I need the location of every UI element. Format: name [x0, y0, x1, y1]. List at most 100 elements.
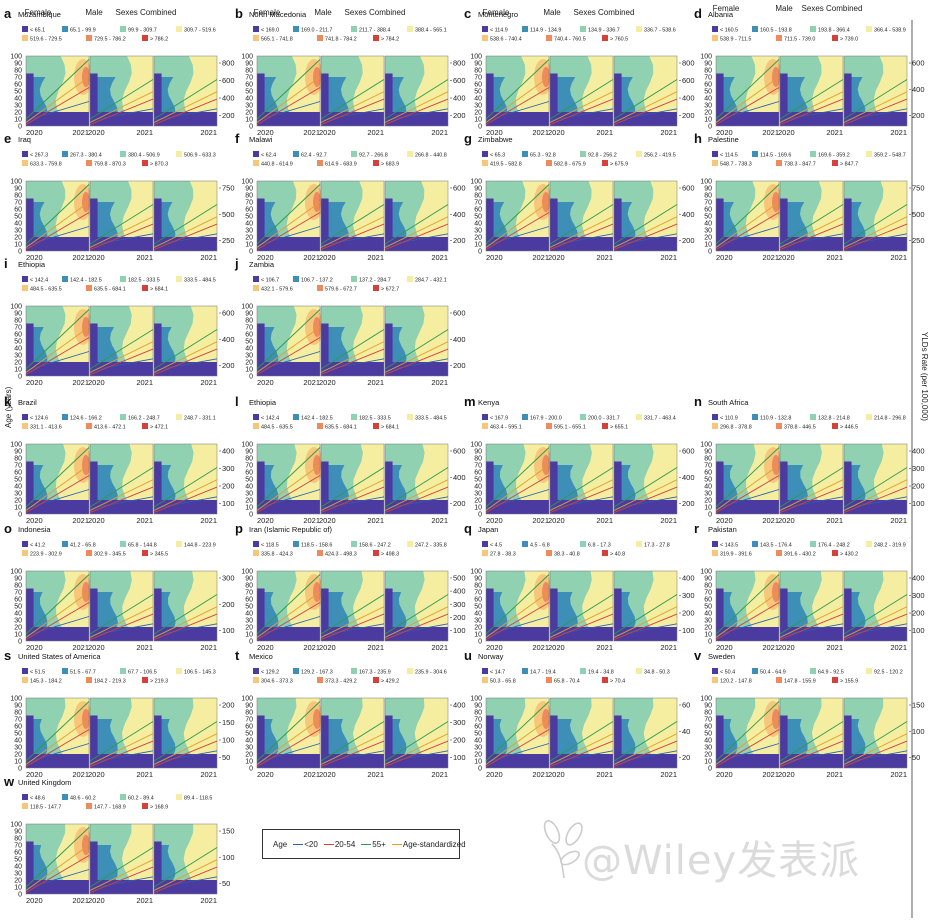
heatmap-frame — [25, 180, 90, 252]
break-label: 41.2 - 65.8 — [70, 543, 96, 549]
y-tick-label: 30 — [704, 228, 712, 235]
trend-line-20-54 — [613, 223, 678, 251]
heat-band-lowest — [321, 323, 329, 362]
trend-line--20 — [320, 108, 385, 121]
heat-band-lowest — [385, 588, 393, 627]
break-label: 366.4 - 538.9 — [874, 28, 906, 34]
y-tick-label: 80 — [245, 710, 253, 717]
trend-line-age-standardized — [256, 326, 321, 373]
y-tick-label: 10 — [704, 632, 712, 639]
break-swatch — [482, 677, 488, 683]
y-tick-label: 60 — [704, 724, 712, 731]
trend-line-age-standardized — [549, 606, 614, 638]
heat-band-lowest — [321, 237, 384, 251]
chart-panels: a Mozambique < 65.1 65.1 - 99.9 99.9 - 309.7… — [3, 6, 925, 905]
break-label: < 142.4 — [30, 278, 48, 284]
trend-line-age-standardized — [384, 606, 449, 638]
break-swatch — [142, 803, 148, 809]
trend-line--20 — [715, 743, 780, 763]
break-label: 759.8 - 870.3 — [94, 162, 126, 168]
break-label: 60.2 - 89.4 — [128, 796, 154, 802]
break-swatch — [580, 26, 586, 32]
break-swatch — [253, 677, 259, 683]
trend-line-55- — [320, 467, 385, 508]
right-tick-label: 600 — [682, 76, 695, 85]
trend-line-age-standardized — [549, 733, 614, 765]
trend-line-20-54 — [549, 486, 614, 514]
y-tick-label: 30 — [474, 103, 482, 110]
y-tick-label: 20 — [245, 625, 253, 632]
right-tick-label: 100 — [912, 499, 925, 508]
y-tick-label: 40 — [245, 346, 253, 353]
x-tick-label: 2020 — [88, 253, 105, 262]
y-tick-label: 10 — [14, 759, 22, 766]
heatmap-female: 2020 2021 — [256, 180, 323, 262]
x-tick-label: 2021 — [826, 643, 843, 652]
break-swatch — [253, 151, 259, 157]
break-label: > 430.2 — [840, 552, 858, 558]
trend-line-age-standardized — [485, 201, 550, 248]
break-label: < 50.4 — [720, 670, 735, 676]
y-tick-label: 100 — [10, 569, 22, 576]
x-tick-label: 2021 — [367, 253, 384, 262]
trend-line-55- — [256, 59, 321, 120]
y-tick-label: 40 — [245, 484, 253, 491]
trend-line-20-54 — [843, 613, 908, 641]
trend-line-55- — [485, 447, 550, 508]
break-swatch — [317, 35, 323, 41]
break-swatch — [866, 26, 872, 32]
trend-line-20-54 — [153, 98, 218, 126]
heat-hotspot-core — [82, 835, 90, 855]
break-swatch — [62, 414, 68, 420]
trend-line-55- — [153, 721, 218, 762]
y-tick-label: 90 — [704, 576, 712, 583]
heat-hotspot-core — [313, 582, 321, 602]
break-label: 132.8 - 214.8 — [818, 416, 850, 422]
panel-r: r Pakistan < 143.5 143.5 - 176.4 176.4 - 248… — [694, 521, 925, 652]
trend-line-55- — [384, 594, 449, 635]
x-tick-label: 2020 — [257, 643, 274, 652]
heatmap-frame — [25, 55, 90, 127]
trend-line-20-54 — [485, 212, 550, 250]
x-tick-label: 2020 — [26, 253, 43, 262]
y-tick-label: 50 — [245, 89, 253, 96]
column-header: Sexes Combined — [574, 8, 635, 17]
y-tick-label: 60 — [245, 724, 253, 731]
x-tick-label: 2021 — [532, 128, 549, 137]
break-swatch — [712, 423, 718, 429]
y-tick-label: 30 — [14, 745, 22, 752]
break-swatch — [120, 414, 126, 420]
x-tick-label: 2021 — [660, 516, 677, 525]
break-swatch — [253, 414, 259, 420]
break-swatch — [776, 677, 782, 683]
y-tick-label: 20 — [704, 752, 712, 759]
x-tick-label: 2021 — [596, 770, 613, 779]
x-tick-label: 2020 — [257, 378, 274, 387]
heatmap-female: 2020 2021 — [25, 570, 92, 652]
y-tick-label: 70 — [14, 843, 22, 850]
trend-line-20-54 — [256, 729, 321, 767]
trend-line--20 — [153, 108, 218, 121]
x-tick-label: 2021 — [826, 253, 843, 262]
heatmap-frame — [256, 305, 321, 377]
break-label: 167.9 - 200.0 — [530, 416, 562, 422]
y-tick-label: 50 — [474, 214, 482, 221]
panel-i: i Ethiopia < 142.4 142.4 - 182.5 182.5 - 333… — [4, 256, 235, 387]
right-tick-label: 300 — [453, 718, 466, 727]
break-swatch — [522, 151, 528, 157]
break-label: > 429.2 — [381, 679, 399, 685]
heatmap-frame — [320, 180, 385, 252]
heatmap-female: 2020 2021 — [25, 55, 92, 137]
y-tick-label: 30 — [245, 618, 253, 625]
break-swatch — [62, 276, 68, 282]
break-swatch — [142, 160, 148, 166]
panel-h: h Palestine < 114.5 114.5 - 169.6 169.6 - 35… — [694, 131, 925, 262]
heatmap-frame — [843, 443, 908, 515]
right-tick-label: 400 — [682, 574, 695, 583]
break-swatch — [317, 160, 323, 166]
break-swatch — [253, 550, 259, 556]
break-swatch — [22, 794, 28, 800]
